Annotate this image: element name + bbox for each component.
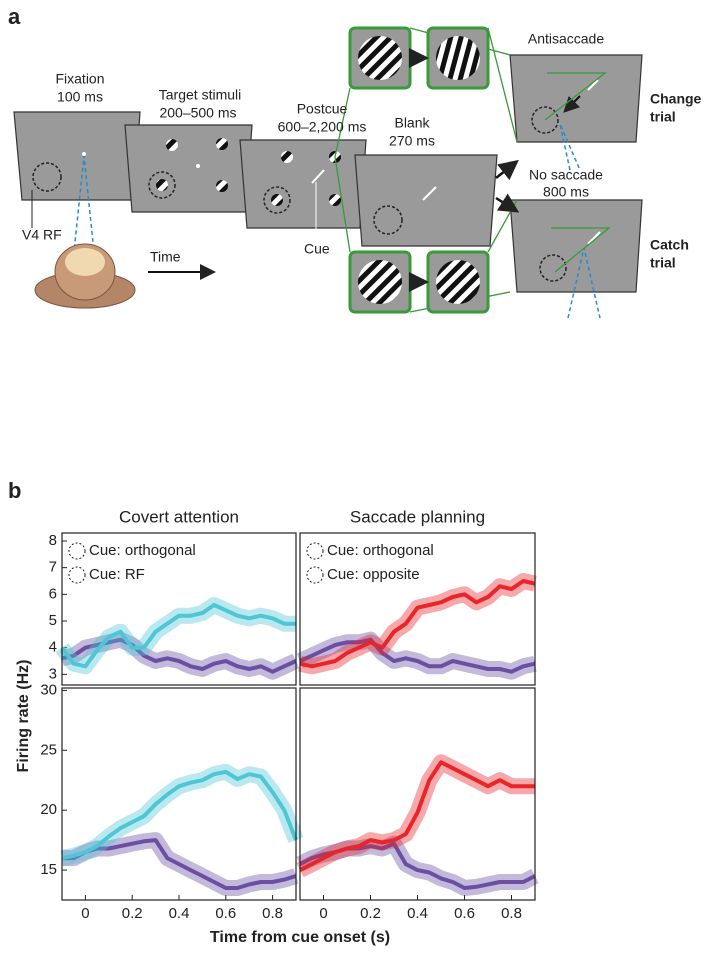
plot-frame (299, 532, 536, 686)
y-tick-label: 25 (40, 741, 57, 758)
screen (124, 124, 253, 213)
x-tick-label: 0.2 (122, 905, 143, 922)
legend-icon (306, 566, 324, 584)
x-tick-label: 0 (319, 905, 327, 922)
screen (13, 111, 141, 201)
trial-label: Catch (650, 237, 689, 253)
legend-icon (68, 542, 86, 560)
y-tick-label: 8 (49, 532, 57, 549)
legend-label: Cue: opposite (327, 566, 420, 583)
legend-icon (68, 566, 86, 584)
x-tick-label: 0 (81, 905, 89, 922)
x-tick-label: 0.6 (215, 905, 236, 922)
trial-label: trial (650, 109, 676, 125)
legend-icon (306, 542, 324, 560)
plot-frame (299, 687, 536, 901)
series-line (60, 603, 296, 669)
screen-duration: 200–500 ms (159, 105, 236, 121)
screen-title: Postcue (297, 101, 348, 117)
x-tick-label: 0.2 (360, 905, 381, 922)
y-tick-label: 15 (40, 861, 57, 878)
rf-circle (148, 171, 176, 199)
screen (354, 154, 498, 247)
screen-duration: 600–2,200 ms (278, 119, 367, 135)
y-tick-label: 4 (49, 639, 57, 656)
fixation-dot (82, 152, 86, 156)
y-tick-label: 7 (49, 559, 57, 576)
x-tick-label: 0.8 (501, 905, 522, 922)
antisaccade-label: Antisaccade (528, 31, 604, 47)
x-tick-label: 0.6 (454, 905, 475, 922)
legend-label: Cue: orthogonal (327, 542, 434, 559)
time-label: Time (150, 249, 181, 265)
screen (509, 54, 643, 143)
rf-circle (263, 186, 291, 214)
panel-label: a (8, 4, 21, 29)
screen-duration: 270 ms (389, 133, 435, 149)
x-axis-label: Time from cue onset (s) (210, 929, 390, 946)
y-axis-label: Firing rate (Hz) (15, 660, 32, 773)
panel-label: b (8, 478, 21, 503)
x-tick-label: 0.8 (262, 905, 283, 922)
screen-title: Blank (394, 115, 430, 131)
screen (509, 199, 643, 293)
y-tick-label: 3 (49, 665, 57, 682)
series-line (299, 637, 536, 674)
rf-circle (32, 162, 62, 192)
screen-title: Target stimuli (159, 87, 241, 103)
rf-label: V4 RF (22, 227, 62, 243)
screen-duration: 100 ms (57, 89, 103, 105)
plot-frame (61, 532, 297, 686)
series-line (299, 579, 536, 669)
cue-label: Cue (304, 241, 330, 257)
series-line (299, 760, 535, 872)
series-line (62, 838, 297, 890)
panel-a: a (8, 4, 702, 319)
y-tick-label: 5 (49, 612, 57, 629)
chart-title: Saccade planning (350, 507, 485, 526)
y-tick-label: 6 (49, 585, 57, 602)
rf-circle (373, 205, 403, 235)
x-tick-label: 0.4 (407, 905, 428, 922)
x-tick-label: 0.4 (169, 905, 190, 922)
y-tick-label: 20 (40, 801, 57, 818)
no-saccade-label: No saccade (529, 167, 603, 183)
no-saccade-duration: 800 ms (543, 184, 589, 200)
screen (239, 139, 367, 229)
panel-b: b Firing rate (Hz) Time from cue onset (… (8, 478, 390, 946)
series-line (61, 769, 298, 861)
head (34, 243, 136, 309)
plot-frame (61, 687, 297, 901)
legend-label: Cue: RF (89, 566, 145, 583)
screen-title: Fixation (55, 71, 104, 87)
trial-label: Change (650, 91, 702, 107)
legend-label: Cue: orthogonal (89, 542, 196, 559)
trial-label: trial (650, 255, 676, 271)
chart-title: Covert attention (119, 507, 239, 526)
y-tick-label: 30 (40, 681, 57, 698)
